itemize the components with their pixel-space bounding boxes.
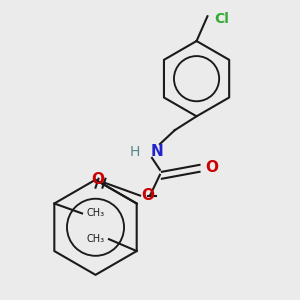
Text: N: N	[151, 145, 163, 160]
Text: O: O	[91, 172, 104, 187]
Text: H: H	[130, 145, 140, 159]
Text: CH₃: CH₃	[86, 208, 104, 218]
Text: CH₃: CH₃	[87, 234, 105, 244]
Text: O: O	[142, 188, 154, 203]
Text: Cl: Cl	[214, 12, 229, 26]
Text: O: O	[205, 160, 218, 175]
